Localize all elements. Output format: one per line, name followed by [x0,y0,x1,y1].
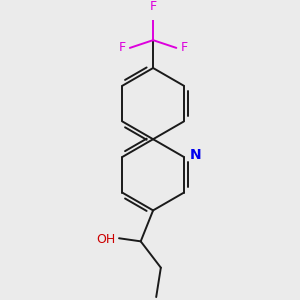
Text: F: F [119,41,126,54]
Text: N: N [190,148,201,161]
Text: F: F [149,0,157,13]
Text: OH: OH [97,233,116,246]
Text: F: F [180,41,188,54]
